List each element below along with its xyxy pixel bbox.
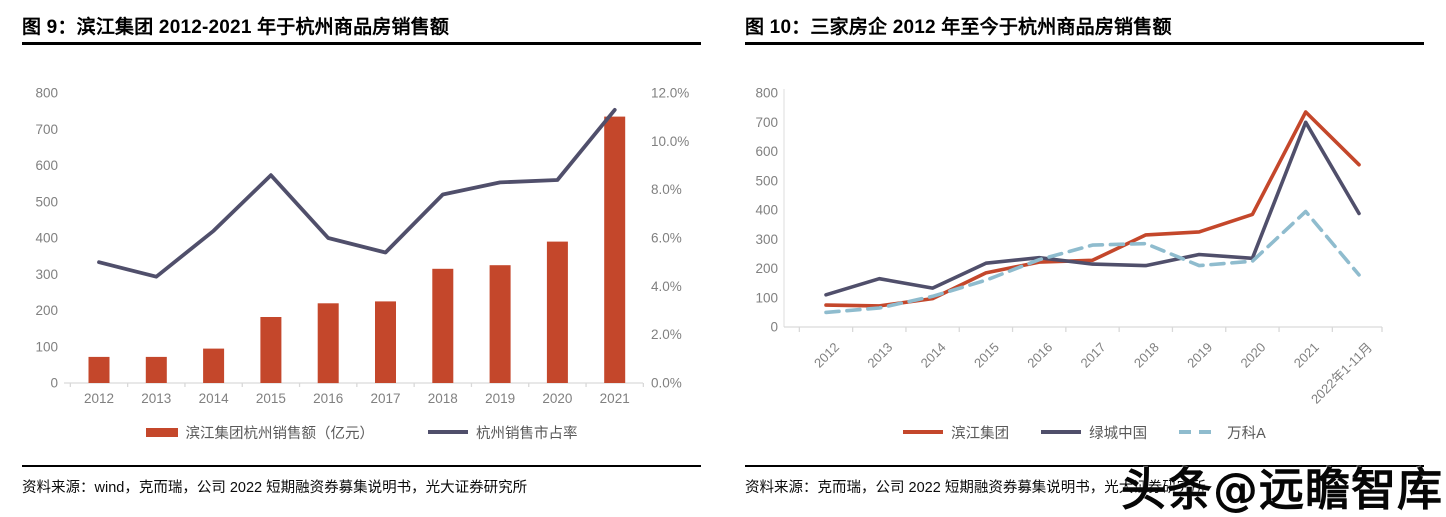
figure-10-title-rule: [745, 42, 1424, 45]
figure-10-title: 图 10：三家房企 2012 年至今于杭州商品房销售额: [745, 17, 1172, 38]
axis-tick-label: 2012: [811, 340, 842, 371]
bar: [260, 317, 282, 383]
axis-tick-label: 2012: [84, 391, 114, 406]
toutiao-watermark: 头条@远瞻智库: [1120, 462, 1443, 516]
axis-tick-label: 2014: [199, 391, 230, 406]
legend-item: 杭州销售市占率: [428, 422, 578, 443]
bar: [375, 301, 396, 383]
axis-tick-label: 200: [35, 303, 58, 318]
series-line-绿城中国: [824, 120, 1361, 297]
axis-tick-label: 2015: [971, 340, 1002, 371]
figure-9-title-rule: [22, 42, 701, 45]
axis-tick-label: 2017: [370, 391, 400, 406]
axis-tick-label: 800: [35, 86, 58, 101]
axis-tick-label: 700: [35, 122, 58, 137]
legend-item: 万科A: [1179, 422, 1266, 443]
bar: [317, 303, 339, 384]
legend-item: 滨江集团杭州销售额（亿元）: [145, 422, 375, 443]
axis-tick-label: 300: [35, 267, 58, 282]
bar: [145, 356, 167, 383]
figure-10-source-rule: [745, 465, 1424, 467]
axis-tick-label: 2020: [542, 391, 572, 406]
axis-tick-label: 100: [35, 339, 58, 354]
figure-9-legend: 滨江集团杭州销售额（亿元） 杭州销售市占率: [0, 420, 723, 444]
axis-tick-label: 500: [35, 194, 58, 209]
legend-line-swatch: [428, 430, 468, 434]
axis-tick-label: 6.0%: [651, 231, 682, 246]
axis-tick-label: 200: [755, 261, 778, 276]
axis-tick-label: 800: [755, 86, 778, 101]
panel-figure-10: 图 10：三家房企 2012 年至今于杭州商品房销售额 0 100 200 300 40…: [723, 0, 1446, 517]
axis-tick-label: 2021: [1291, 340, 1322, 371]
bar: [432, 268, 454, 383]
axis-tick-label: 2015: [256, 391, 286, 406]
axis-tick-label: 2016: [313, 391, 343, 406]
axis-tick-label: 2018: [428, 391, 458, 406]
figure-9-source: 资料来源：wind，克而瑞，公司 2022 短期融资券募集说明书，光大证券研究所: [22, 480, 528, 496]
axes: [783, 89, 1383, 332]
y-axis-labels: 0 100 200 300 400 500 600 700 800: [755, 86, 778, 335]
figure-10-source: 资料来源：克而瑞，公司 2022 短期融资券募集说明书，光大证券研究所: [745, 480, 1206, 496]
legend-dashed-line-swatch: [1179, 430, 1220, 434]
bar: [489, 265, 511, 383]
figure-9-source-rule: [22, 465, 701, 467]
series-line-万科A: [824, 209, 1361, 315]
x-axis-labels: 2012 2013 2014 2015 2016 2017 2018 2019 2020 2021: [84, 391, 630, 406]
axis-tick-label: 400: [35, 231, 58, 246]
axis-tick-label: 2.0%: [651, 327, 682, 342]
axis-tick-label: 2019: [485, 391, 515, 406]
legend-label: 绿城中国: [1089, 425, 1148, 442]
axis-tick-label: 0: [50, 376, 58, 391]
axis-tick-label: 0: [770, 320, 778, 335]
legend-label: 滨江集团: [951, 425, 1010, 442]
axis-tick-label: 2013: [864, 340, 895, 371]
bar: [203, 348, 225, 383]
axis-tick-label: 2014: [918, 340, 949, 371]
legend-bar-swatch: [145, 427, 178, 437]
y-axis-left-labels: 0 100 200 300 400 500 600 700 800: [35, 86, 58, 391]
bars-binjiang-hangzhou-sales: [88, 116, 626, 384]
figure-9-chart: 0 100 200 300 400 500 600 700 800 0.0% 2.0% 4.0% 6.0…: [35, 86, 689, 407]
legend-label: 杭州销售市占率: [476, 425, 578, 442]
bar: [604, 116, 626, 383]
axis-tick-label: 600: [755, 144, 778, 159]
bar: [546, 241, 568, 383]
axis-tick-label: 8.0%: [651, 182, 682, 197]
axis-tick-label: 2016: [1024, 340, 1055, 371]
bar: [88, 356, 110, 383]
y-axis-right-labels: 0.0% 2.0% 4.0% 6.0% 8.0% 10.0% 12.0%: [651, 86, 689, 391]
axis-tick-label: 100: [755, 290, 778, 305]
axis-tick-label: 300: [755, 232, 778, 247]
x-axis: [64, 382, 644, 387]
axis-tick-label: 10.0%: [651, 134, 689, 149]
legend-item: 滨江集团: [903, 422, 1009, 443]
legend-line-swatch: [903, 430, 944, 434]
axis-tick-label: 400: [755, 203, 778, 218]
axis-tick-label: 12.0%: [651, 86, 689, 101]
axis-tick-label: 2021: [600, 391, 630, 406]
legend-item: 绿城中国: [1041, 422, 1147, 443]
axis-tick-label: 0.0%: [651, 376, 682, 391]
x-axis-labels: 2012 2013 2014 2015 2016 2017 2018 2019 2020 2021…: [811, 340, 1375, 407]
axis-tick-label: 2018: [1131, 340, 1162, 371]
market-share-line: [97, 108, 617, 279]
legend-label: 滨江集团杭州销售额（亿元）: [185, 425, 375, 442]
axis-tick-label: 700: [755, 115, 778, 130]
figure-10-legend: 滨江集团 绿城中国 万科A: [723, 420, 1446, 444]
axis-tick-label: 2020: [1237, 340, 1268, 371]
axis-tick-label: 500: [755, 173, 778, 188]
axis-tick-label: 600: [35, 158, 58, 173]
legend-label: 万科A: [1227, 425, 1266, 442]
legend-line-swatch: [1041, 430, 1082, 434]
series-line-滨江集团: [824, 110, 1361, 308]
axis-tick-label: 2013: [141, 391, 171, 406]
axis-tick-label: 2017: [1078, 340, 1109, 371]
panel-figure-9: 图 9：滨江集团 2012-2021 年于杭州商品房销售额 0 100 200 300…: [0, 17, 723, 496]
axis-tick-label: 2019: [1184, 340, 1215, 371]
figure-9-title: 图 9：滨江集团 2012-2021 年于杭州商品房销售额: [22, 17, 450, 38]
axis-tick-label: 4.0%: [651, 279, 682, 294]
